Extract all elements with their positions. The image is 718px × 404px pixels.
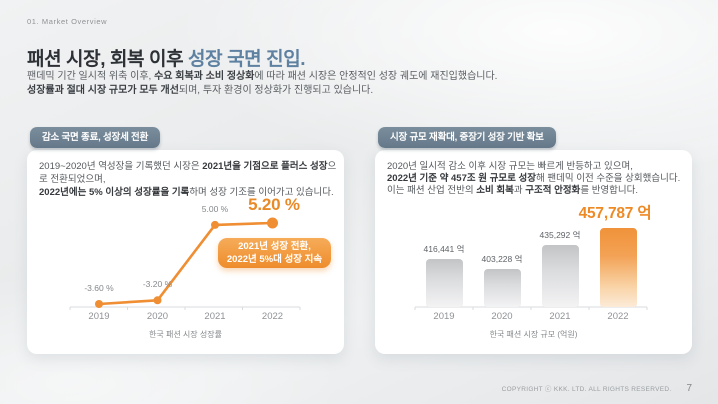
x-axis-year-label: 2022 bbox=[607, 311, 629, 322]
x-axis-year-label: 2019 bbox=[88, 311, 110, 322]
growth-rate-panel: 감소 국면 종료, 성장세 전환 2019~2020년 역성장을 기록했던 시장… bbox=[27, 127, 344, 354]
desc-bold: 구조적 안정화 bbox=[525, 185, 581, 196]
bar-chart-axis-svg bbox=[414, 306, 648, 310]
bar-value-label-highlight: 457,787 억 bbox=[578, 205, 652, 222]
callout-line1: 2021년 성장 전환, bbox=[238, 241, 311, 252]
x-axis-year-label: 2022 bbox=[261, 311, 284, 322]
x-axis-year-label: 2021 bbox=[549, 311, 571, 322]
growth-line-chart: -3.60 % -3.20 % 5.00 % 5.20 % 2019 2020 2021 20… bbox=[27, 150, 344, 354]
page-number: 7 bbox=[686, 383, 692, 394]
desc-text: 과 bbox=[513, 185, 526, 196]
copyright-text: COPYRIGHT ⓒ KKK. LTD. ALL RIGHTS RESERVE… bbox=[501, 386, 672, 393]
line-point-value: -3.20 % bbox=[142, 279, 173, 290]
callout-line2: 2022년 5%대 성장 지속 bbox=[226, 254, 323, 265]
market-size-panel: 시장 규모 재확대, 중장기 성장 기반 확보 2020년 일시적 감소 이후 … bbox=[375, 127, 692, 354]
market-size-bar-chart: 416,441 억 2019 403,228 억 2020 435,292 억 2021 4… bbox=[375, 150, 692, 354]
growth-callout-box: 2021년 성장 전환, 2022년 5%대 성장 지속 bbox=[218, 238, 331, 268]
line-point-value: 5.00 % bbox=[201, 203, 229, 214]
bar-value-label: 435,292 억 bbox=[539, 229, 581, 240]
desc-text: 2020년 일시적 감소 이후 시장 규모는 빠르게 반등하고 있으며, bbox=[387, 161, 633, 172]
page-title: 패션 시장, 회복 이후 성장 국면 진입. bbox=[27, 44, 306, 71]
desc-text: 해 팬데믹 이전 수준을 상회했습니다. bbox=[535, 173, 681, 184]
line-chart-caption: 한국 패션 시장 성장률 bbox=[149, 330, 222, 339]
growth-panel-badge: 감소 국면 종료, 성장세 전환 bbox=[30, 127, 161, 148]
market-panel-badge: 시장 규모 재확대, 중장기 성장 기반 확보 bbox=[378, 127, 556, 148]
desc-text: 2019~2020년 역성장을 기록했던 시장은 bbox=[39, 161, 203, 172]
desc-bold: 2022년 기준 약 457조 원 규모로 성장 bbox=[387, 173, 536, 184]
desc-bold: 2022년에는 5% 이상의 성장률을 기록 bbox=[39, 187, 190, 198]
x-axis-year-label: 2020 bbox=[491, 311, 513, 322]
intro-text: 되며, 투자 환경이 정상화가 진행되고 있습니다. bbox=[178, 84, 374, 96]
x-axis-year-label: 2021 bbox=[204, 311, 226, 322]
line-chart-svg bbox=[69, 217, 301, 310]
intro-bold: 성장률과 절대 시장 규모가 모두 개선 bbox=[27, 84, 179, 96]
title-dark-text: 패션 시장, 회복 이후 bbox=[27, 49, 189, 70]
bar-chart-caption: 한국 패션 시장 규모 (억원) bbox=[489, 330, 578, 339]
bar bbox=[483, 269, 521, 307]
bar bbox=[425, 259, 463, 307]
desc-text: 이는 패션 산업 전반의 bbox=[387, 185, 477, 196]
growth-panel-description: 2019~2020년 역성장을 기록했던 시장은 2021년을 기점으로 플러스… bbox=[39, 160, 344, 199]
desc-text: 으로 전환되었으며, bbox=[39, 161, 337, 185]
desc-bold: 2021년을 기점으로 플러스 성장 bbox=[202, 161, 328, 172]
line-point-value-highlight: 5.20 % bbox=[248, 195, 300, 214]
market-panel-description: 2020년 일시적 감소 이후 시장 규모는 빠르게 반등하고 있으며, 2022… bbox=[387, 161, 680, 197]
desc-text: 하며 성장 기조를 이어가고 있습니다. bbox=[189, 187, 334, 198]
bar-value-label: 403,228 억 bbox=[481, 254, 523, 264]
intro-bold: 수요 회복과 소비 정상화 bbox=[154, 71, 255, 82]
line-point-value: -3.60 % bbox=[84, 283, 114, 293]
title-accent-text: 성장 국면 진입. bbox=[188, 49, 306, 70]
bar bbox=[541, 244, 579, 307]
section-eyebrow: 01. Market Overview bbox=[27, 17, 108, 26]
x-axis-year-label: 2019 bbox=[433, 311, 455, 322]
bar-highlighted bbox=[599, 227, 637, 307]
x-axis-year-label: 2020 bbox=[146, 311, 169, 322]
intro-text: 에 따라 패션 시장은 안정적인 성장 궤도에 재진입했습니다. bbox=[254, 71, 498, 82]
footer: COPYRIGHT ⓒ KKK. LTD. ALL RIGHTS RESERVE… bbox=[502, 383, 692, 394]
bar-value-label: 416,441 억 bbox=[423, 244, 465, 255]
intro-paragraph: 팬데믹 기간 일시적 위축 이후, 수요 회복과 소비 정상화에 따라 패션 시… bbox=[27, 70, 497, 97]
desc-text: 를 반영합니다. bbox=[580, 185, 639, 196]
desc-bold: 소비 회복 bbox=[476, 185, 514, 196]
intro-text: 팬데믹 기간 일시적 위축 이후, bbox=[27, 71, 155, 82]
